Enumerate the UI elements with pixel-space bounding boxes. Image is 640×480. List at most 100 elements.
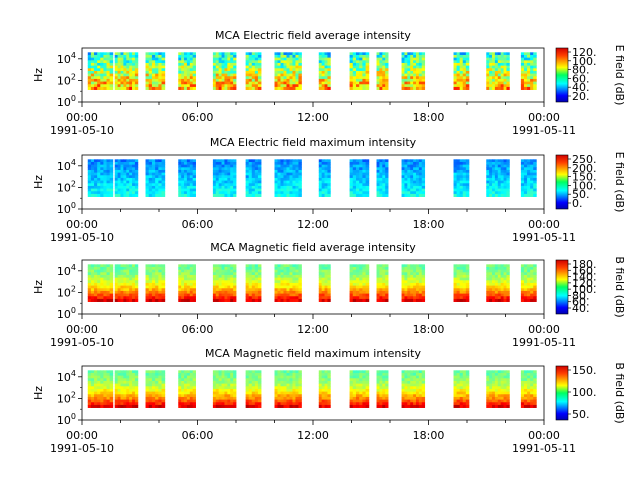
spectrogram-cell [286, 396, 290, 400]
spectrogram-cell [289, 161, 293, 166]
spectrogram-cell [418, 191, 423, 195]
spectrogram-cell [382, 274, 386, 279]
spectrogram-cell [100, 180, 104, 184]
spectrogram-cell [90, 380, 95, 385]
spectrogram-cell [298, 78, 302, 82]
spectrogram-cell [224, 159, 228, 163]
spectrogram-cell [404, 386, 408, 390]
spectrogram-cell [327, 274, 331, 279]
spectrogram-cell [274, 62, 278, 67]
spectrogram-cell [324, 282, 328, 287]
spectrogram-cell [94, 370, 98, 374]
spectrogram-cell [382, 73, 386, 77]
spectrogram-cell [103, 383, 107, 387]
spectrogram-cell [227, 172, 231, 176]
spectrogram-cell [221, 84, 225, 88]
spectrogram-cell [352, 164, 357, 168]
spectrogram-cell [349, 191, 354, 195]
spectrogram-cell [280, 81, 284, 85]
spectrogram-cell [318, 269, 323, 273]
spectrogram-cell [215, 402, 220, 406]
spectrogram-cell [233, 81, 237, 85]
spectrogram-cell [327, 388, 331, 393]
spectrogram-cell [274, 370, 278, 374]
spectrogram-cell [295, 175, 299, 179]
spectrogram-cell [94, 380, 98, 385]
spectrogram-cell [178, 378, 182, 382]
spectrogram-cell [500, 288, 504, 292]
spectrogram-cell [295, 159, 299, 163]
spectrogram-cell [148, 277, 153, 281]
spectrogram-cell [486, 264, 490, 268]
spectrogram-cell [227, 65, 231, 69]
spectrogram-cell [523, 81, 528, 85]
spectrogram-cell [254, 177, 259, 182]
spectrogram-cell [123, 386, 127, 390]
spectrogram-cell [503, 177, 507, 182]
spectrogram-cell [404, 396, 408, 400]
spectrogram-cell [186, 65, 191, 69]
spectrogram-cell [123, 383, 127, 387]
spectrogram-cell [295, 70, 299, 75]
spectrogram-cell [289, 167, 293, 171]
spectrogram-cell [355, 388, 360, 393]
spectrogram-cell [248, 266, 253, 271]
spectrogram-cell [230, 290, 234, 294]
spectrogram-cell [218, 76, 222, 80]
spectrogram-cell [352, 372, 357, 377]
spectrogram-cell [155, 76, 159, 80]
spectrogram-cell [277, 57, 281, 61]
spectrogram-cell [520, 285, 525, 289]
spectrogram-cell [132, 388, 136, 393]
spectrogram-cell [90, 280, 95, 284]
spectrogram-cell [97, 394, 101, 398]
spectrogram-cell [186, 272, 191, 276]
spectrogram-cell [418, 370, 423, 374]
spectrogram-cell [254, 264, 259, 268]
spectrogram-cell [132, 396, 136, 400]
spectrogram-cell [233, 372, 237, 377]
spectrogram-cell [415, 193, 420, 197]
spectrogram-cell [129, 293, 133, 297]
spectrogram-cell [327, 172, 331, 176]
spectrogram-cell [245, 298, 250, 302]
spectrogram-cell [520, 60, 525, 64]
spectrogram-cell [254, 402, 259, 406]
spectrogram-cell [103, 81, 107, 85]
spectrogram-cell [523, 266, 528, 271]
spectrogram-cell [324, 264, 328, 268]
spectrogram-cell [218, 274, 222, 279]
spectrogram-cell [257, 62, 262, 67]
spectrogram-cell [129, 180, 133, 184]
spectrogram-cell [456, 269, 461, 273]
spectrogram-cell [494, 164, 499, 168]
spectrogram-cell [453, 169, 458, 174]
spectrogram-cell [181, 84, 185, 88]
spectrogram-cell [379, 159, 383, 163]
spectrogram-cell [362, 177, 367, 182]
spectrogram-cell [465, 191, 470, 195]
spectrogram-cell [158, 183, 162, 187]
spectrogram-cell [407, 280, 411, 284]
spectrogram-cell [109, 277, 114, 281]
spectrogram-cell [120, 169, 124, 174]
spectrogram-cell [349, 285, 354, 289]
spectrogram-cell [161, 54, 166, 59]
spectrogram-cell [298, 191, 302, 195]
spectrogram-cell [145, 172, 150, 176]
spectrogram-cell [192, 57, 196, 61]
spectrogram-cell [230, 402, 234, 406]
spectrogram-cell [158, 159, 162, 163]
spectrogram-cell [186, 296, 191, 300]
spectrogram-cell [456, 76, 461, 80]
spectrogram-cell [192, 73, 196, 77]
spectrogram-cell [327, 277, 331, 281]
spectrogram-cell [123, 81, 127, 85]
spectrogram-cell [189, 272, 194, 276]
spectrogram-cell [120, 280, 124, 284]
spectrogram-cell [492, 272, 496, 276]
spectrogram-cell [126, 285, 130, 289]
spectrogram-cell [254, 180, 259, 184]
spectrogram-cell [379, 57, 383, 61]
spectrogram-cell [257, 370, 262, 374]
